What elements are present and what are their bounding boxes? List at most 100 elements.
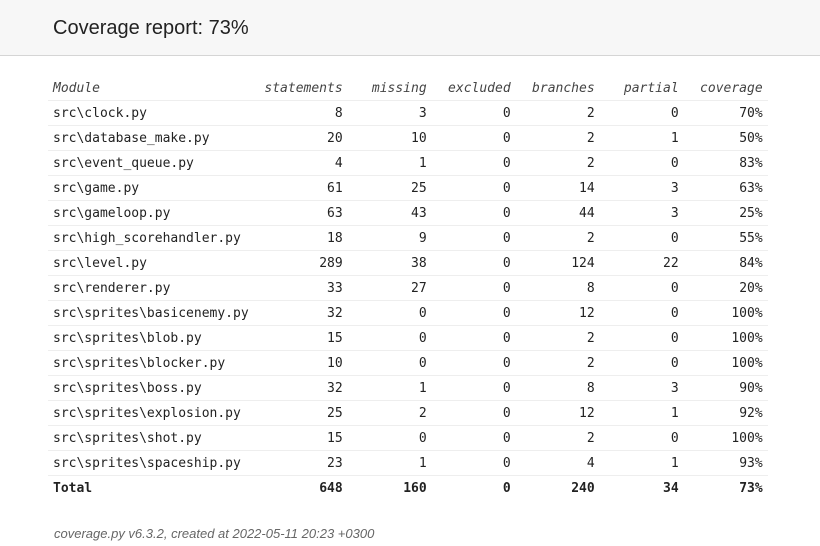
cell-branches: 44 — [515, 200, 600, 226]
cell-statements: 18 — [253, 225, 348, 251]
column-header-partial[interactable]: partial — [599, 77, 684, 101]
cell-module-name[interactable]: src\sprites\boss.py — [48, 375, 254, 401]
cell-module-name[interactable]: src\sprites\spaceship.py — [48, 450, 254, 476]
cell-module-name[interactable]: src\game.py — [48, 175, 254, 201]
cell-statements: 33 — [253, 275, 348, 301]
cell-excluded: 0 — [431, 400, 516, 426]
column-header-branches[interactable]: branches — [515, 77, 600, 101]
cell-statements: 32 — [253, 300, 348, 326]
table-row: src\sprites\explosion.py 25 2 0 12 1 92% — [48, 400, 768, 426]
cell-module-name[interactable]: src\level.py — [48, 250, 254, 276]
table-row: src\clock.py 8 3 0 2 0 70% — [48, 100, 768, 126]
table-row: src\database_make.py 20 10 0 2 1 50% — [48, 125, 768, 151]
cell-branches: 2 — [515, 225, 600, 251]
column-header-excluded[interactable]: excluded — [431, 77, 516, 101]
cell-branches: 2 — [515, 325, 600, 351]
cell-module-name[interactable]: src\sprites\blob.py — [48, 325, 254, 351]
total-coverage: 73% — [739, 480, 763, 496]
cell-branches: 2 — [515, 425, 600, 451]
cell-coverage: 63% — [683, 175, 768, 201]
cell-statements: 8 — [253, 100, 348, 126]
cell-excluded: 0 — [431, 100, 516, 126]
cell-excluded: 0 — [431, 325, 516, 351]
cell-missing: 3 — [347, 100, 432, 126]
cell-missing: 1 — [347, 450, 432, 476]
cell-branches: 2 — [515, 150, 600, 176]
cell-excluded: 0 — [431, 425, 516, 451]
cell-coverage: 100% — [683, 350, 768, 376]
cell-statements: 63 — [253, 200, 348, 226]
cell-partial: 0 — [599, 325, 684, 351]
column-header-statements[interactable]: statements — [253, 77, 348, 101]
cell-module-name[interactable]: src\renderer.py — [48, 275, 254, 301]
total-branches: 240 — [571, 480, 595, 496]
coverage-table: Module statements missing excluded branc… — [48, 77, 768, 500]
cell-module-name[interactable]: src\clock.py — [48, 100, 254, 126]
cell-missing: 10 — [347, 125, 432, 151]
cell-excluded: 0 — [431, 450, 516, 476]
total-partial: 34 — [663, 480, 679, 496]
cell-coverage: 100% — [683, 425, 768, 451]
column-header-module[interactable]: Module — [48, 77, 254, 101]
cell-excluded: 0 — [431, 200, 516, 226]
cell-coverage: 100% — [683, 325, 768, 351]
cell-missing: 1 — [347, 375, 432, 401]
column-header-coverage[interactable]: coverage — [683, 77, 768, 101]
cell-module-name[interactable]: src\gameloop.py — [48, 200, 254, 226]
total-excluded: 0 — [502, 480, 511, 496]
cell-missing: 25 — [347, 175, 432, 201]
cell-missing: 1 — [347, 150, 432, 176]
cell-statements: 32 — [253, 375, 348, 401]
cell-branches: 124 — [515, 250, 600, 276]
cell-missing: 27 — [347, 275, 432, 301]
cell-statements: 10 — [253, 350, 348, 376]
cell-module-name[interactable]: src\sprites\shot.py — [48, 425, 254, 451]
table-row: src\renderer.py 33 27 0 8 0 20% — [48, 275, 768, 301]
cell-partial: 0 — [599, 225, 684, 251]
cell-module-name[interactable]: src\sprites\explosion.py — [48, 400, 254, 426]
table-row: src\sprites\spaceship.py 23 1 0 4 1 93% — [48, 450, 768, 476]
total-missing: 160 — [403, 480, 427, 496]
cell-partial: 0 — [599, 425, 684, 451]
cell-coverage: 100% — [683, 300, 768, 326]
column-header-missing[interactable]: missing — [347, 77, 432, 101]
cell-excluded: 0 — [431, 125, 516, 151]
footer-text: coverage.py v6.3.2, created at 2022-05-1… — [54, 526, 375, 541]
cell-module-name[interactable]: src\database_make.py — [48, 125, 254, 151]
cell-module-name[interactable]: src\event_queue.py — [48, 150, 254, 176]
cell-coverage: 90% — [683, 375, 768, 401]
cell-module-name[interactable]: src\sprites\basicenemy.py — [48, 300, 254, 326]
cell-branches: 8 — [515, 275, 600, 301]
table-row: src\sprites\boss.py 32 1 0 8 3 90% — [48, 375, 768, 401]
cell-missing: 0 — [347, 425, 432, 451]
cell-missing: 0 — [347, 325, 432, 351]
cell-branches: 8 — [515, 375, 600, 401]
cell-excluded: 0 — [431, 275, 516, 301]
cell-statements: 4 — [253, 150, 348, 176]
table-row: src\sprites\shot.py 15 0 0 2 0 100% — [48, 425, 768, 451]
cell-branches: 12 — [515, 400, 600, 426]
table-row: src\sprites\blob.py 15 0 0 2 0 100% — [48, 325, 768, 351]
cell-statements: 15 — [253, 425, 348, 451]
total-label: Total — [53, 480, 93, 496]
cell-partial: 0 — [599, 275, 684, 301]
table-row: src\sprites\blocker.py 10 0 0 2 0 100% — [48, 350, 768, 376]
cell-branches: 2 — [515, 100, 600, 126]
cell-partial: 1 — [599, 450, 684, 476]
cell-partial: 0 — [599, 300, 684, 326]
cell-partial: 0 — [599, 150, 684, 176]
cell-partial: 1 — [599, 400, 684, 426]
cell-module-name[interactable]: src\sprites\blocker.py — [48, 350, 254, 376]
total-row: Total 648 160 0 240 34 73% — [48, 476, 768, 501]
cell-partial: 22 — [599, 250, 684, 276]
cell-module-name[interactable]: src\high_scorehandler.py — [48, 225, 254, 251]
cell-partial: 3 — [599, 375, 684, 401]
table-row: src\gameloop.py 63 43 0 44 3 25% — [48, 200, 768, 226]
cell-coverage: 20% — [683, 275, 768, 301]
cell-coverage: 70% — [683, 100, 768, 126]
cell-partial: 3 — [599, 175, 684, 201]
cell-excluded: 0 — [431, 300, 516, 326]
cell-excluded: 0 — [431, 350, 516, 376]
cell-missing: 2 — [347, 400, 432, 426]
table-row: src\game.py 61 25 0 14 3 63% — [48, 175, 768, 201]
